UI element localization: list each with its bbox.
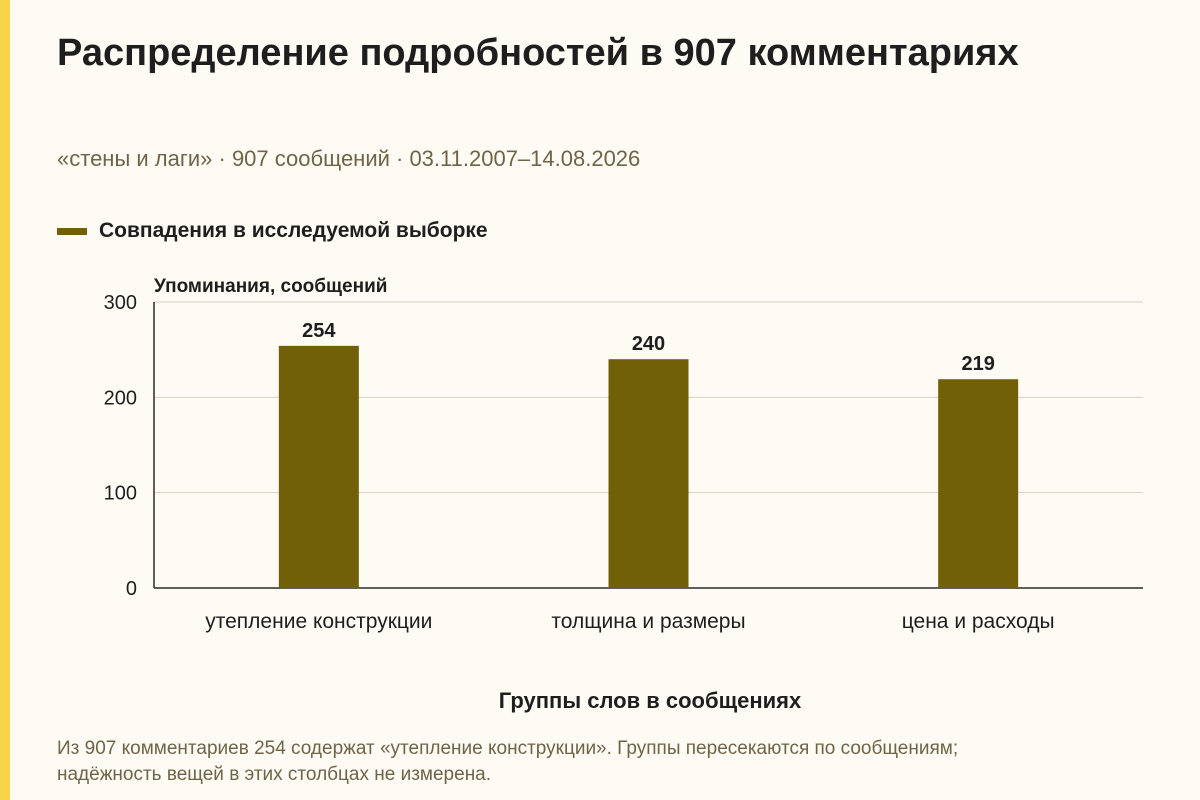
- legend-label: Совпадения в исследуемой выборке: [99, 219, 488, 242]
- x-axis-label: Группы слов в сообщениях: [499, 688, 802, 713]
- chart-footnote: Из 907 комментариев 254 содержат «утепле…: [57, 738, 959, 785]
- legend: Совпадения в исследуемой выборке: [57, 219, 488, 243]
- accent-strip: [0, 0, 10, 800]
- legend-swatch: [57, 227, 87, 235]
- bar: [608, 359, 689, 588]
- bar-value-label: 240: [632, 333, 665, 355]
- bar-value-label: 254: [302, 320, 336, 342]
- y-tick-label: 100: [104, 483, 137, 505]
- chart-title: Распределение подробностей в 907 коммент…: [57, 32, 1019, 74]
- chart-subtitle: «стены и лаги» · 907 сообщений · 03.11.2…: [57, 146, 641, 171]
- bar: [278, 345, 359, 588]
- y-tick-label: 200: [104, 387, 137, 409]
- x-tick-label: цена и расходы: [902, 610, 1055, 633]
- y-axis-label: Упоминания, сообщений: [154, 276, 387, 297]
- bar-value-label: 219: [961, 353, 994, 375]
- x-tick-label: утепление конструкции: [205, 610, 432, 633]
- x-tick-label: толщина и размеры: [551, 610, 745, 633]
- y-tick-label: 0: [126, 578, 137, 600]
- bar: [938, 379, 1019, 588]
- y-tick-label: 300: [104, 292, 137, 314]
